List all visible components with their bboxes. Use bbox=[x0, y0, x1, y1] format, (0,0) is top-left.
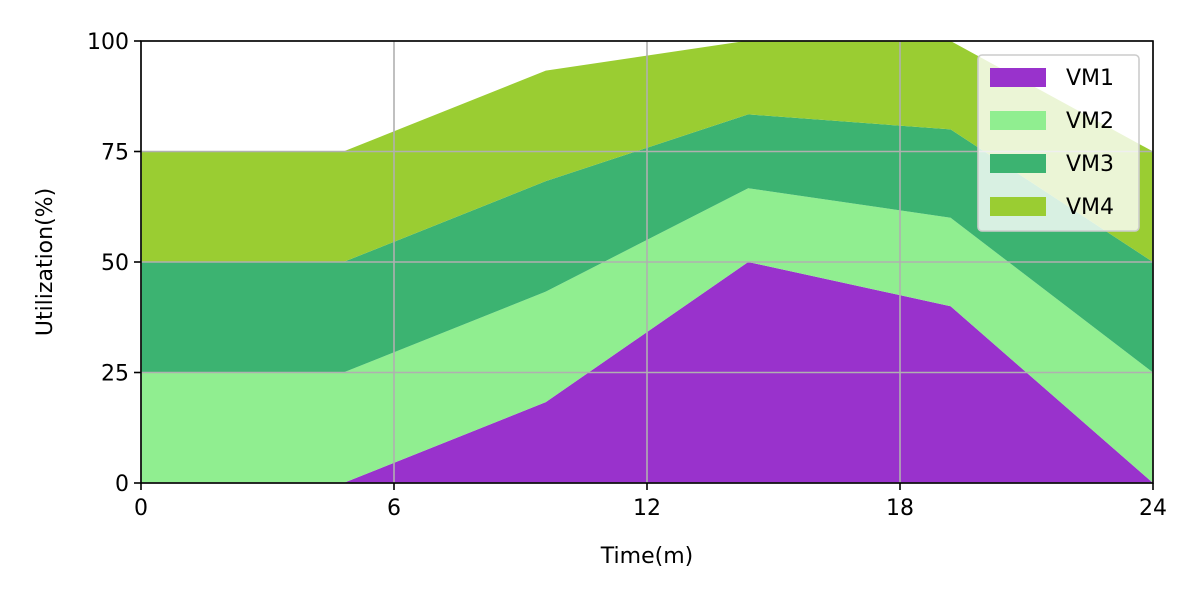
y-tick-label: 25 bbox=[101, 362, 129, 387]
y-axis-label: Utilization(%) bbox=[33, 188, 58, 336]
legend-label-vm1: VM1 bbox=[1066, 66, 1114, 91]
legend-swatch-vm3 bbox=[990, 154, 1046, 173]
x-tick-label: 18 bbox=[886, 496, 914, 521]
x-tick-label: 6 bbox=[387, 496, 401, 521]
x-tick-label: 12 bbox=[633, 496, 661, 521]
legend-label-vm2: VM2 bbox=[1066, 109, 1114, 134]
x-tick-label: 0 bbox=[134, 496, 148, 521]
legend-label-vm4: VM4 bbox=[1066, 195, 1114, 220]
legend-swatch-vm1 bbox=[990, 68, 1046, 87]
legend-box bbox=[977, 54, 1140, 232]
legend-swatch-vm2 bbox=[990, 111, 1046, 130]
y-tick-label: 50 bbox=[101, 251, 129, 276]
x-axis-ticks: 0 6 12 18 24 bbox=[134, 483, 1167, 521]
y-tick-label: 100 bbox=[87, 30, 129, 55]
legend-label-vm3: VM3 bbox=[1066, 152, 1114, 177]
x-axis-label: Time(m) bbox=[600, 544, 693, 569]
y-tick-label: 75 bbox=[101, 141, 129, 166]
y-axis-ticks: 0 25 50 75 100 bbox=[87, 30, 141, 497]
legend: VM1 VM2 VM3 VM4 bbox=[977, 54, 1140, 232]
legend-swatch-vm4 bbox=[990, 197, 1046, 216]
y-tick-label: 0 bbox=[115, 472, 129, 497]
x-tick-label: 24 bbox=[1139, 496, 1167, 521]
